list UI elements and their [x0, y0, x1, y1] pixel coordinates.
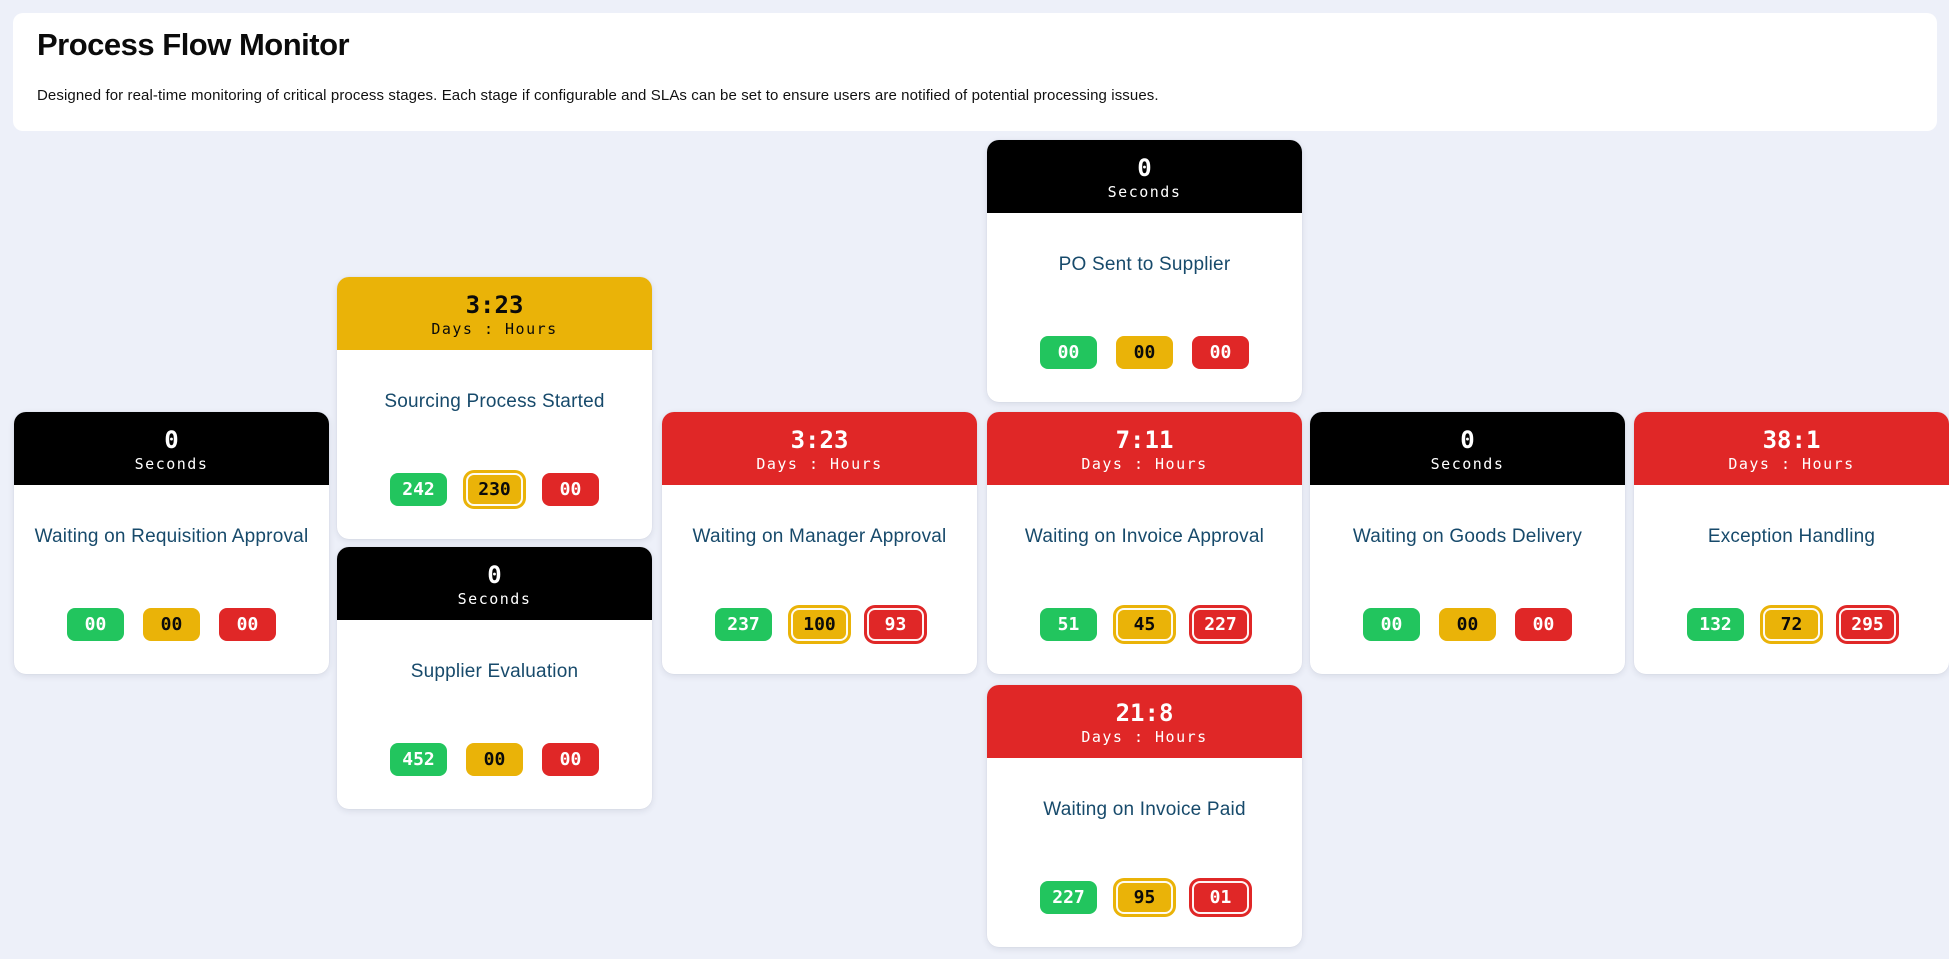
sla-badge-yellow[interactable]: 45 — [1116, 608, 1173, 641]
timer-value: 3:23 — [790, 425, 849, 454]
stage-timer-header: 0 Seconds — [14, 412, 329, 485]
sla-badge-green[interactable]: 242 — [390, 473, 447, 506]
stage-title: Sourcing Process Started — [384, 391, 605, 412]
stage-card[interactable]: 0 Seconds PO Sent to Supplier 00 00 00 — [987, 140, 1302, 402]
sla-badge-row: 51 45 227 — [987, 608, 1302, 641]
page-title: Process Flow Monitor — [37, 27, 350, 62]
stage-title: Waiting on Requisition Approval — [34, 526, 309, 547]
sla-badge-row: 237 100 93 — [662, 608, 977, 641]
sla-badge-yellow[interactable]: 72 — [1763, 608, 1820, 641]
stage-card[interactable]: 0 Seconds Waiting on Requisition Approva… — [14, 412, 329, 674]
timer-unit-label: Days : Hours — [756, 454, 883, 473]
sla-badge-red[interactable]: 00 — [1192, 336, 1249, 369]
sla-badge-green[interactable]: 51 — [1040, 608, 1097, 641]
stage-timer-header: 3:23 Days : Hours — [337, 277, 652, 350]
sla-badge-yellow[interactable]: 00 — [1116, 336, 1173, 369]
stage-timer-header: 0 Seconds — [987, 140, 1302, 213]
sla-badge-red[interactable]: 00 — [542, 743, 599, 776]
sla-badge-row: 227 95 01 — [987, 881, 1302, 914]
timer-unit-label: Seconds — [457, 589, 532, 608]
sla-badge-yellow[interactable]: 230 — [466, 473, 523, 506]
stage-title: Supplier Evaluation — [410, 661, 579, 682]
timer-value: 3:23 — [465, 290, 524, 319]
timer-value: 0 — [487, 560, 502, 589]
timer-unit-label: Days : Hours — [1081, 727, 1208, 746]
sla-badge-yellow[interactable]: 00 — [143, 608, 200, 641]
stage-title: Waiting on Goods Delivery — [1352, 526, 1583, 547]
sla-badge-green[interactable]: 00 — [1040, 336, 1097, 369]
timer-value: 21:8 — [1115, 698, 1174, 727]
stage-card[interactable]: 3:23 Days : Hours Sourcing Process Start… — [337, 277, 652, 539]
timer-unit-label: Days : Hours — [1081, 454, 1208, 473]
sla-badge-yellow[interactable]: 100 — [791, 608, 848, 641]
sla-badge-red[interactable]: 01 — [1192, 881, 1249, 914]
sla-badge-red[interactable]: 00 — [219, 608, 276, 641]
stage-title: Waiting on Manager Approval — [692, 526, 947, 547]
sla-badge-red[interactable]: 00 — [542, 473, 599, 506]
sla-badge-green[interactable]: 00 — [67, 608, 124, 641]
sla-badge-row: 242 230 00 — [337, 473, 652, 506]
timer-value: 0 — [164, 425, 179, 454]
stage-title: Exception Handling — [1707, 526, 1876, 547]
sla-badge-red[interactable]: 00 — [1515, 608, 1572, 641]
stage-timer-header: 0 Seconds — [337, 547, 652, 620]
sla-badge-green[interactable]: 00 — [1363, 608, 1420, 641]
timer-unit-label: Days : Hours — [1728, 454, 1855, 473]
sla-badge-green[interactable]: 132 — [1687, 608, 1744, 641]
stage-timer-header: 7:11 Days : Hours — [987, 412, 1302, 485]
stage-timer-header: 0 Seconds — [1310, 412, 1625, 485]
timer-unit-label: Seconds — [1107, 182, 1182, 201]
timer-value: 38:1 — [1762, 425, 1821, 454]
timer-unit-label: Days : Hours — [431, 319, 558, 338]
sla-badge-row: 132 72 295 — [1634, 608, 1949, 641]
sla-badge-green[interactable]: 452 — [390, 743, 447, 776]
timer-value: 0 — [1460, 425, 1475, 454]
stage-timer-header: 21:8 Days : Hours — [987, 685, 1302, 758]
stage-card[interactable]: 3:23 Days : Hours Waiting on Manager App… — [662, 412, 977, 674]
stage-card[interactable]: 7:11 Days : Hours Waiting on Invoice App… — [987, 412, 1302, 674]
stage-title: Waiting on Invoice Approval — [1024, 526, 1265, 547]
sla-badge-row: 00 00 00 — [987, 336, 1302, 369]
page-header: Process Flow Monitor Designed for real-t… — [13, 13, 1937, 131]
stage-timer-header: 38:1 Days : Hours — [1634, 412, 1949, 485]
sla-badge-red[interactable]: 227 — [1192, 608, 1249, 641]
timer-value: 7:11 — [1115, 425, 1174, 454]
stage-timer-header: 3:23 Days : Hours — [662, 412, 977, 485]
timer-unit-label: Seconds — [1430, 454, 1505, 473]
sla-badge-row: 00 00 00 — [1310, 608, 1625, 641]
sla-badge-yellow[interactable]: 00 — [466, 743, 523, 776]
sla-badge-red[interactable]: 93 — [867, 608, 924, 641]
stage-card[interactable]: 21:8 Days : Hours Waiting on Invoice Pai… — [987, 685, 1302, 947]
sla-badge-row: 452 00 00 — [337, 743, 652, 776]
page-subtitle: Designed for real-time monitoring of cri… — [37, 87, 1159, 104]
stage-card[interactable]: 38:1 Days : Hours Exception Handling 132… — [1634, 412, 1949, 674]
sla-badge-green[interactable]: 237 — [715, 608, 772, 641]
sla-badge-yellow[interactable]: 95 — [1116, 881, 1173, 914]
sla-badge-green[interactable]: 227 — [1040, 881, 1097, 914]
sla-badge-row: 00 00 00 — [14, 608, 329, 641]
sla-badge-red[interactable]: 295 — [1839, 608, 1896, 641]
stage-title: Waiting on Invoice Paid — [1043, 799, 1246, 820]
stage-card[interactable]: 0 Seconds Waiting on Goods Delivery 00 00… — [1310, 412, 1625, 674]
timer-unit-label: Seconds — [134, 454, 209, 473]
stage-title: PO Sent to Supplier — [1058, 254, 1231, 275]
stage-card[interactable]: 0 Seconds Supplier Evaluation 452 00 00 — [337, 547, 652, 809]
timer-value: 0 — [1137, 153, 1152, 182]
sla-badge-yellow[interactable]: 00 — [1439, 608, 1496, 641]
